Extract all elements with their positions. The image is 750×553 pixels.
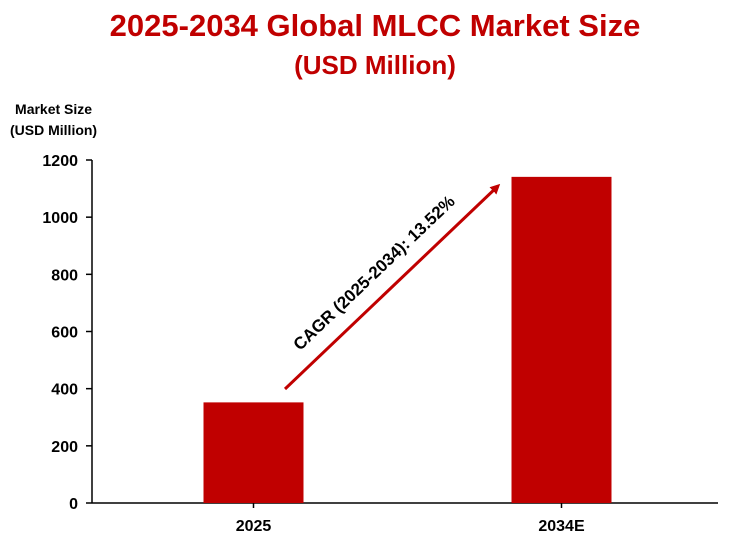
bars	[203, 176, 612, 503]
x-tick-label: 2034E	[538, 518, 585, 535]
y-tick-label: 1200	[42, 153, 78, 170]
y-tick-label: 400	[51, 382, 78, 399]
chart-subtitle: (USD Million)	[294, 50, 456, 80]
y-axis-label-line1: Market Size	[15, 101, 93, 117]
y-tick-label: 200	[51, 439, 78, 456]
x-tick-label: 2025	[236, 518, 272, 535]
y-axis-label: Market Size (USD Million)	[10, 99, 97, 141]
cagr-annotation: CAGR (2025-2034): 13.52%	[290, 192, 459, 354]
bar-2025	[203, 402, 304, 503]
y-axis-label-line2: (USD Million)	[10, 122, 98, 138]
y-tick-label: 0	[69, 496, 78, 513]
y-tick-label: 600	[51, 325, 78, 342]
bar-2034e	[511, 176, 612, 503]
cagr-arrow	[283, 183, 501, 391]
chart-title: 2025-2034 Global MLCC Market Size	[109, 8, 641, 43]
y-tick-label: 1000	[42, 210, 78, 227]
axes	[86, 159, 718, 508]
y-tick-label: 800	[51, 267, 78, 284]
tick-labels: 0 200 400 600 800 1000 1200 2025 2034E	[42, 153, 585, 535]
